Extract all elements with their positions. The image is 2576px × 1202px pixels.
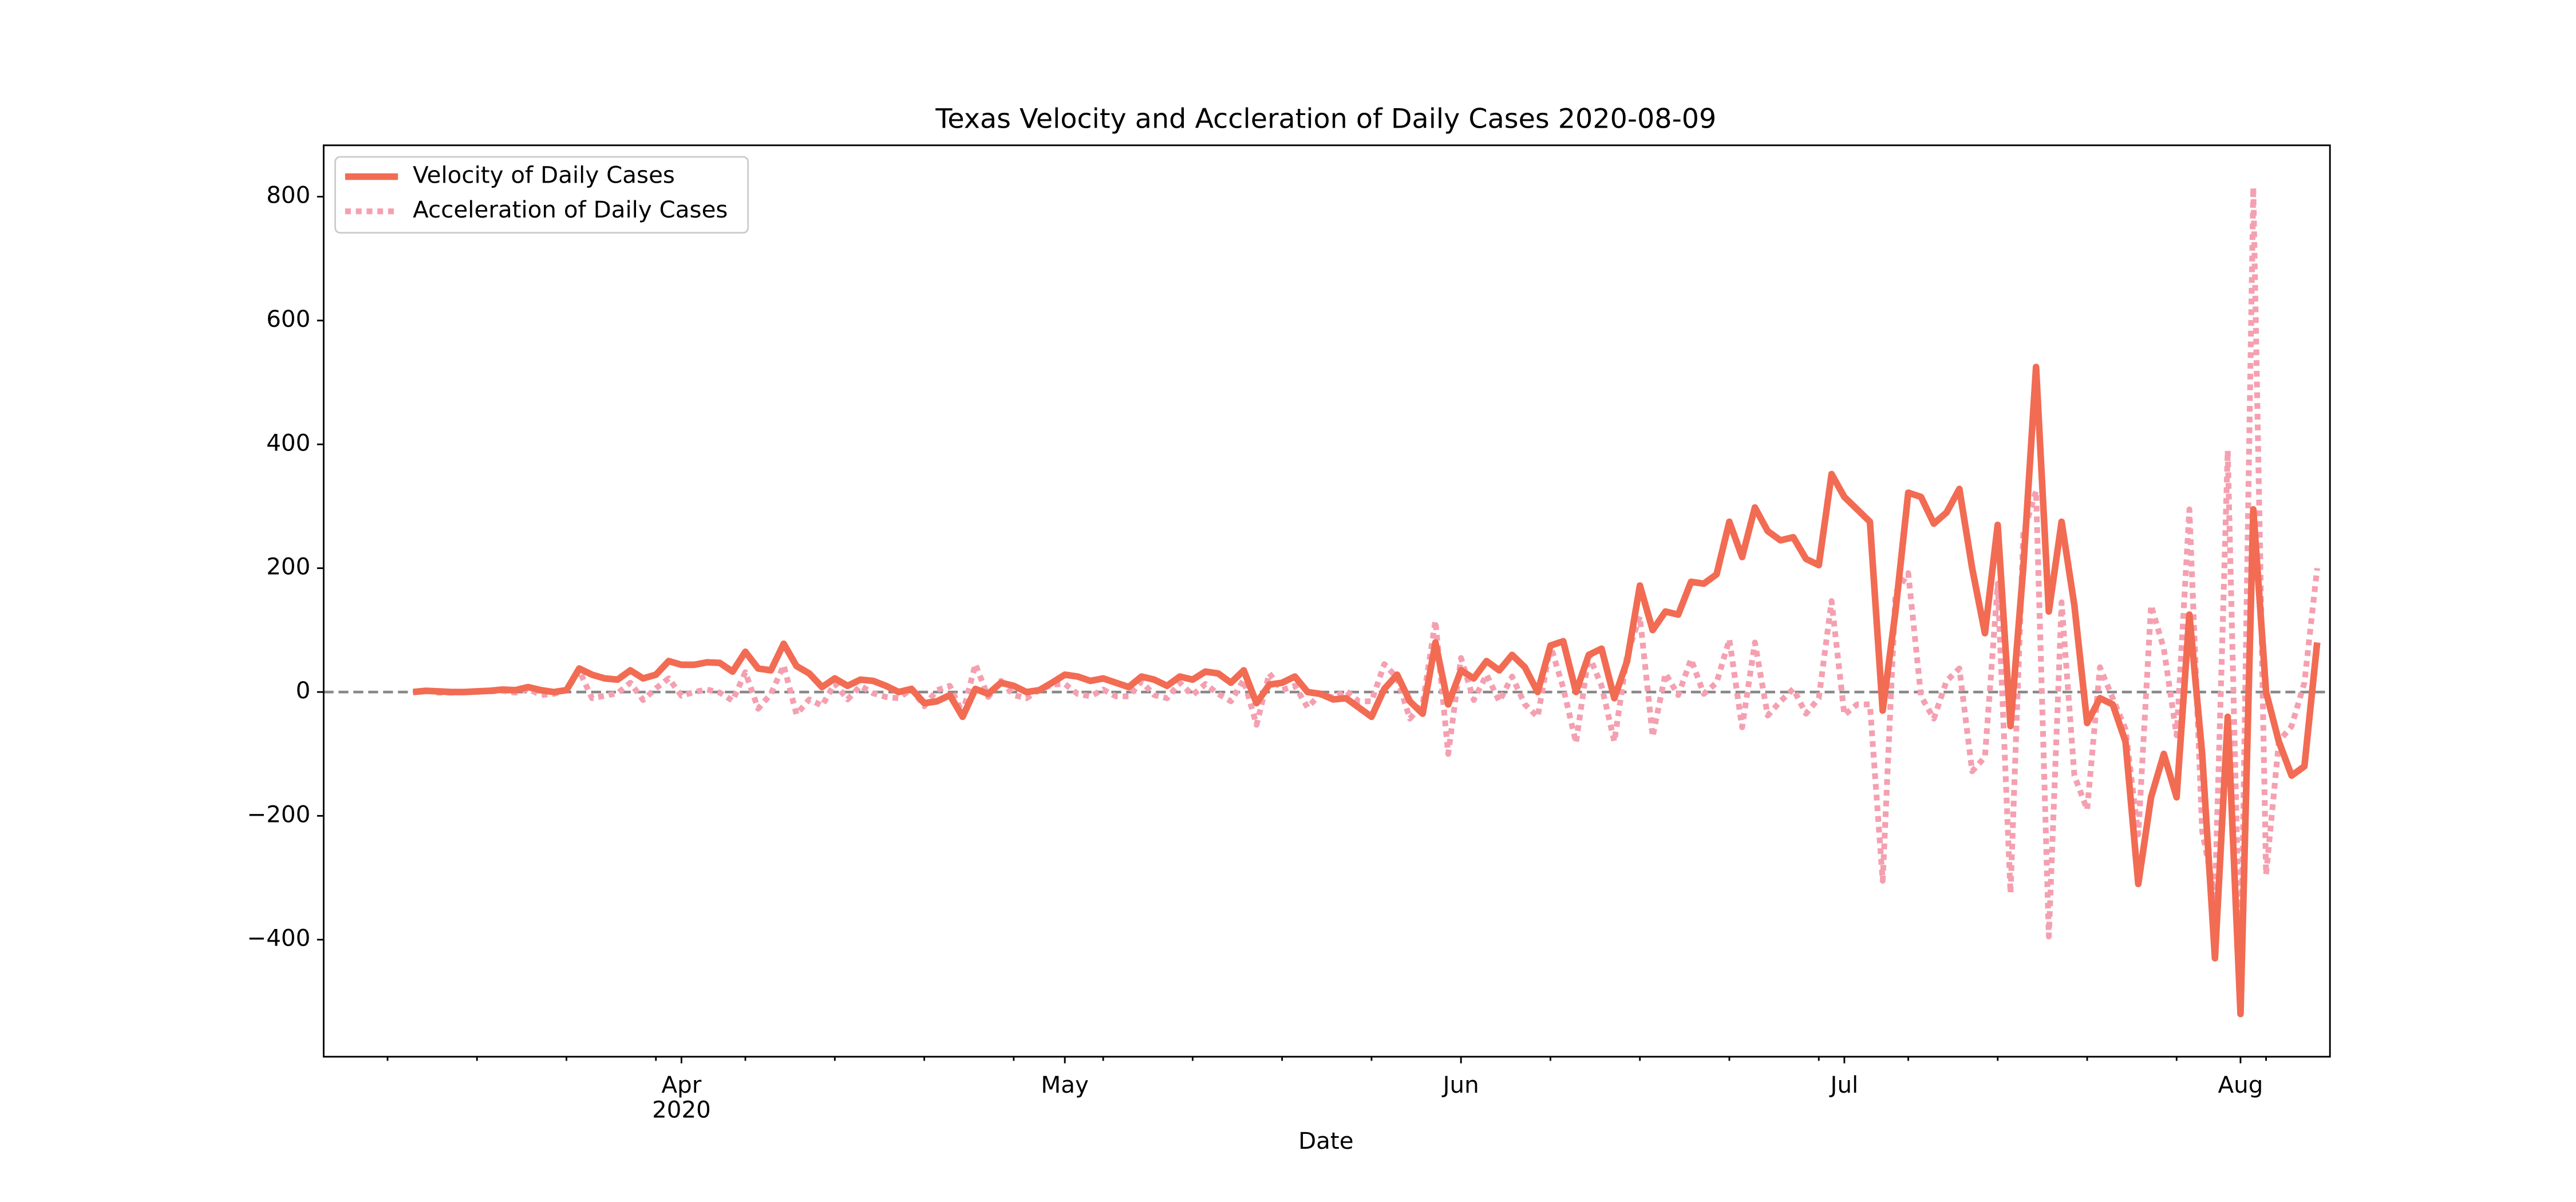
x-year-label: 2020 (652, 1096, 711, 1123)
x-axis-label: Date (1298, 1128, 1354, 1154)
plot-frame (322, 144, 2331, 1058)
x-tick-label: Apr (662, 1071, 702, 1098)
y-tick-label: −200 (247, 801, 310, 828)
x-tick-label: Jun (1441, 1071, 1479, 1098)
x-tick-label: Aug (2218, 1071, 2263, 1098)
y-tick-label: 800 (266, 182, 310, 209)
y-tick-label: 400 (266, 429, 310, 456)
legend-box (334, 156, 749, 234)
y-tick-label: 600 (266, 306, 310, 333)
chart-title: Texas Velocity and Accleration of Daily … (935, 104, 1716, 135)
x-tick-label: Jul (1829, 1071, 1859, 1098)
y-tick-label: 0 (296, 677, 311, 704)
series-line (425, 184, 2320, 993)
legend-label: Velocity of Daily Cases (413, 162, 675, 189)
y-tick-label: −400 (247, 925, 310, 952)
series-line (413, 363, 2321, 1018)
y-tick-label: 200 (266, 553, 310, 580)
x-tick-label: May (1041, 1071, 1088, 1098)
legend-label: Acceleration of Daily Cases (413, 196, 728, 223)
